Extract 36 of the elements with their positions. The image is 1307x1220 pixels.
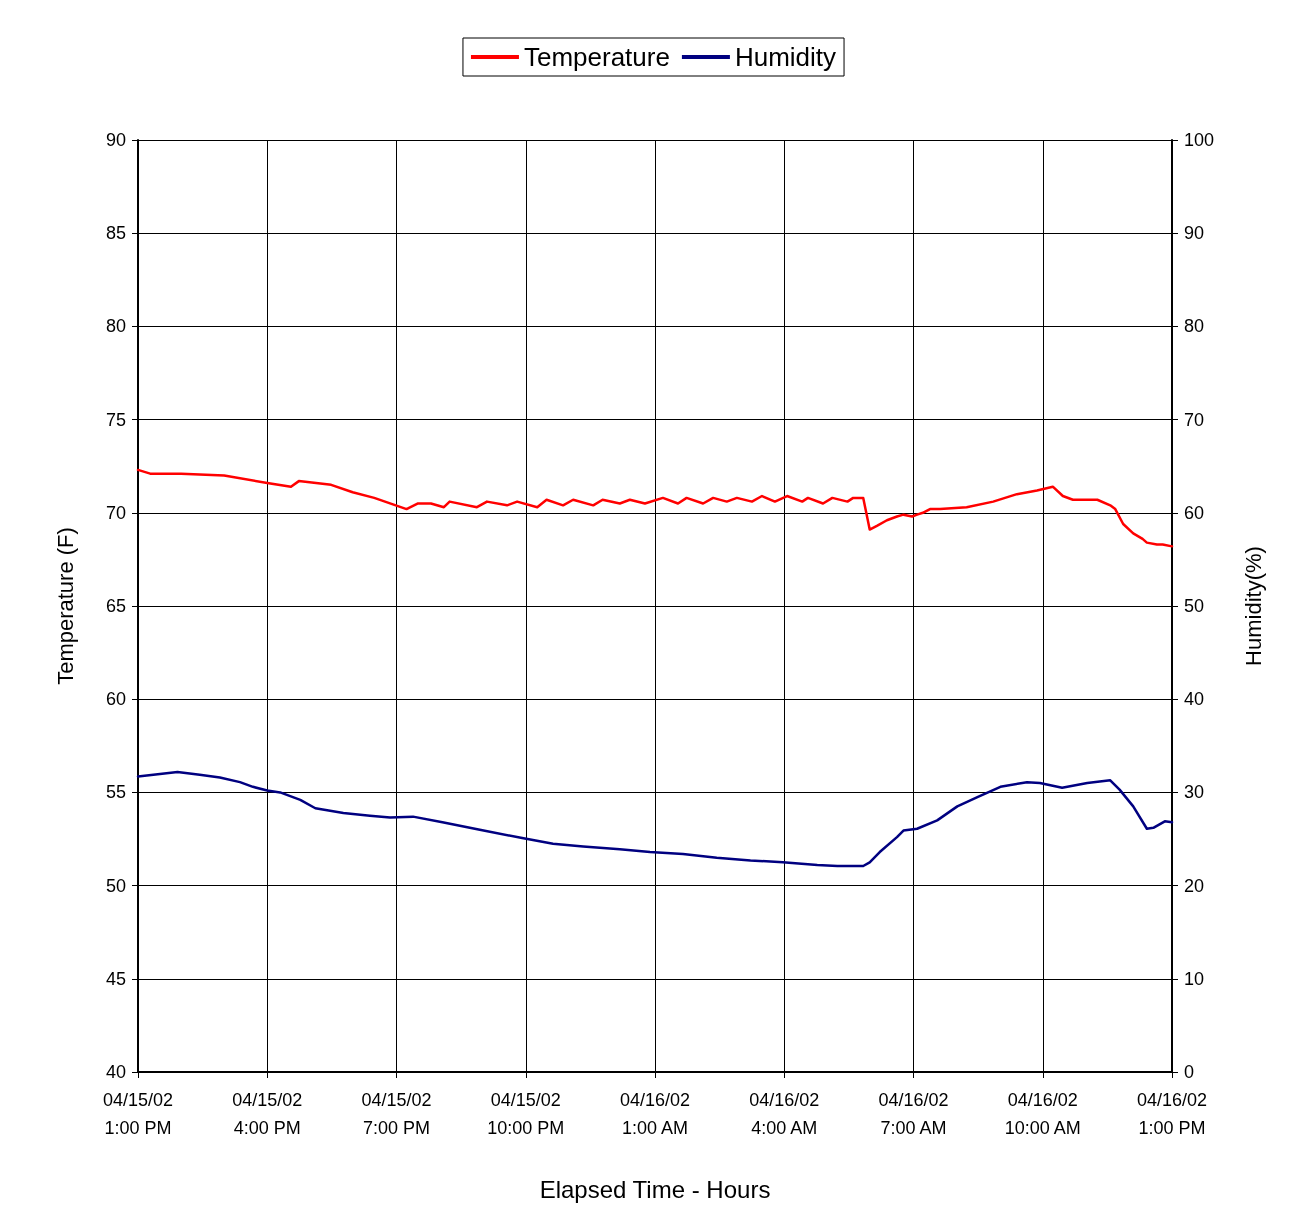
x-tick-label: 04/15/02 7:00 PM	[361, 1090, 432, 1138]
y-tick-label: 50	[105, 875, 126, 896]
y2-tick-label: 60	[1184, 502, 1205, 523]
y2-tick-label: 100	[1184, 130, 1215, 150]
y-tick-label: 75	[105, 409, 126, 430]
legend-label: Temperature	[523, 42, 670, 72]
y-tick-label: 45	[105, 968, 126, 989]
y-axis-title: Temperature (F)	[52, 527, 78, 685]
y-tick-label: 70	[105, 502, 126, 523]
y2-tick-label: 20	[1184, 875, 1205, 896]
y-tick-label: 60	[105, 689, 126, 710]
y-tick-label: 80	[105, 316, 126, 337]
y2-tick-label: 0	[1184, 1062, 1195, 1082]
y2-tick-label: 80	[1184, 316, 1205, 337]
y-tick-label: 65	[105, 596, 126, 616]
x-tick-label: 04/16/02 4:00 AM	[749, 1090, 820, 1138]
y2-tick-label: 30	[1184, 782, 1205, 803]
x-tick-label: 04/16/02 10:00 AM	[1004, 1090, 1081, 1138]
x-tick-label: 04/16/02 1:00 PM	[1136, 1090, 1208, 1138]
y2-tick-label: 70	[1184, 409, 1205, 430]
x-tick-label: 04/15/02 1:00 PM	[102, 1090, 174, 1138]
x-tick-label: 04/15/02 10:00 PM	[487, 1090, 565, 1138]
y2-axis-title: Humidity(%)	[1240, 546, 1266, 666]
x-tick-label: 04/16/02 7:00 AM	[878, 1090, 949, 1138]
y2-tick-label: 40	[1184, 689, 1205, 710]
y2-tick-label: 90	[1184, 223, 1205, 244]
y2-tick-label: 10	[1184, 968, 1205, 989]
y-tick-label: 40	[105, 1062, 126, 1082]
x-tick-label: 04/15/02 4:00 PM	[232, 1090, 303, 1138]
x-tick-label: 04/16/02 1:00 AM	[619, 1090, 691, 1138]
y2-tick-label: 50	[1184, 596, 1205, 616]
y-tick-label: 55	[105, 782, 126, 803]
legend-label: Humidity	[734, 42, 837, 72]
x-axis-title: Elapsed Time - Hours	[539, 1175, 771, 1203]
y-tick-label: 90	[105, 130, 126, 150]
y-tick-label: 85	[105, 223, 126, 244]
